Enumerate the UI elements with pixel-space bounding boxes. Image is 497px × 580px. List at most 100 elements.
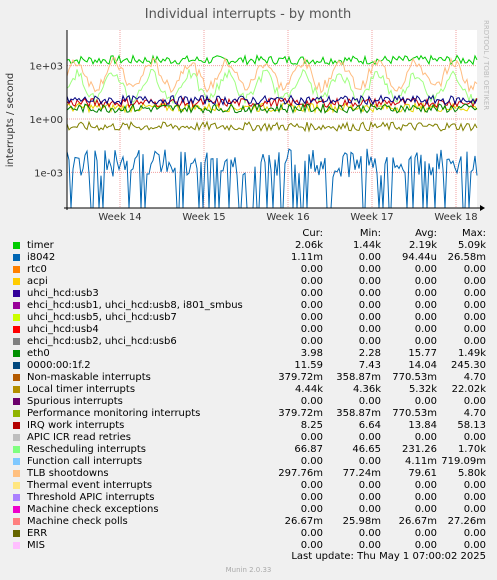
legend-max-value: 1.70k	[457, 444, 486, 455]
legend-swatch	[13, 398, 20, 405]
legend-max-value: 1.49k	[457, 348, 486, 359]
series-line	[66, 57, 478, 94]
legend-swatch	[13, 266, 20, 273]
legend-label: Thermal event interrupts	[27, 480, 153, 491]
legend-swatch	[13, 506, 20, 513]
chart-title: Individual interrupts - by month	[145, 7, 351, 22]
legend-row: 0000:00:1f.2 11.59 7.43 14.04 245.30	[0, 360, 497, 372]
x-tick-label: Week 18	[434, 212, 477, 223]
legend-cur-value: 26.67m	[284, 516, 323, 527]
legend-min-value: 0.00	[358, 264, 381, 275]
header-max: Max:	[461, 228, 486, 239]
legend-row: Local timer interrupts 4.44k 4.36k 5.32k 22.…	[0, 384, 497, 396]
legend-label: Spurious interrupts	[27, 396, 123, 407]
legend-swatch	[13, 530, 20, 537]
legend-avg-value: 0.00	[414, 432, 437, 443]
legend-row: timer 2.06k 1.44k 2.19k 5.09k	[0, 240, 497, 252]
legend-min-value: 1.44k	[352, 240, 381, 251]
legend-cur-value: 0.00	[300, 264, 323, 275]
legend-max-value: 22.02k	[451, 384, 486, 395]
y-tick-label: 1e+03	[29, 62, 63, 73]
legend-cur-value: 0.00	[300, 480, 323, 491]
legend-row: eth0 3.98 2.28 15.77 1.49k	[0, 348, 497, 360]
legend-label: i8042	[27, 252, 56, 263]
legend-label: IRQ work interrupts	[27, 420, 125, 431]
legend-row: Machine check exceptions 0.00 0.00 0.00 0.00	[0, 504, 497, 516]
legend-cur-value: 0.00	[300, 540, 323, 551]
legend-label: APIC ICR read retries	[27, 432, 131, 443]
legend-avg-value: 5.32k	[408, 384, 437, 395]
legend-cur-value: 0.00	[300, 276, 323, 287]
legend-label: timer	[27, 240, 54, 251]
legend-swatch	[13, 314, 20, 321]
legend-avg-value: 0.00	[414, 336, 437, 347]
legend-max-value: 0.00	[463, 540, 486, 551]
legend-max-value: 245.30	[451, 360, 486, 371]
legend-row: IRQ work interrupts 8.25 6.64 13.84 58.13	[0, 420, 497, 432]
legend-avg-value: 0.00	[414, 288, 437, 299]
legend-max-value: 0.00	[463, 264, 486, 275]
x-tick-label: Week 16	[266, 212, 309, 223]
legend-row: Non-maskable interrupts 379.72m 358.87m 770…	[0, 372, 497, 384]
series-line	[66, 94, 478, 106]
legend-label: uhci_hcd:usb5, uhci_hcd:usb7	[27, 312, 177, 323]
legend-label: rtc0	[27, 264, 47, 275]
legend-row: MIS 0.00 0.00 0.00 0.00	[0, 540, 497, 552]
header-min: Min:	[359, 228, 381, 239]
legend-avg-value: 94.44u	[402, 252, 437, 263]
legend-max-value: 0.00	[463, 336, 486, 347]
legend-label: uhci_hcd:usb4	[27, 324, 99, 335]
legend-cur-value: 379.72m	[278, 372, 323, 383]
legend-label: eth0	[27, 348, 50, 359]
x-tick-label: Week 14	[98, 212, 141, 223]
legend-swatch	[13, 374, 20, 381]
y-ticks: 1e+03 1e+00 1e-03	[29, 62, 63, 180]
legend-swatch	[13, 302, 20, 309]
legend-cur-value: 1.11m	[290, 252, 323, 263]
legend-min-value: 0.00	[358, 432, 381, 443]
legend-label: Threshold APIC interrupts	[27, 492, 155, 503]
legend-max-value: 0.00	[463, 432, 486, 443]
legend-cur-value: 0.00	[300, 396, 323, 407]
legend-swatch	[13, 386, 20, 393]
legend-label: acpi	[27, 276, 48, 287]
last-update: Last update: Thu May 1 07:00:02 2025	[291, 551, 486, 562]
legend-cur-value: 0.00	[300, 528, 323, 539]
legend-min-value: 358.87m	[336, 372, 381, 383]
legend-max-value: 0.00	[463, 480, 486, 491]
legend-max-value: 27.26m	[447, 516, 486, 527]
legend-min-value: 0.00	[358, 312, 381, 323]
legend-row: uhci_hcd:usb5, uhci_hcd:usb7 0.00 0.00 0.00…	[0, 312, 497, 324]
legend-avg-value: 26.67m	[398, 516, 437, 527]
legend-row: Machine check polls 26.67m 25.98m 26.67m 27.…	[0, 516, 497, 528]
legend-row: Rescheduling interrupts 66.87 46.65 231.26 1…	[0, 444, 497, 456]
legend-min-value: 25.98m	[342, 516, 381, 527]
legend-cur-value: 297.76m	[278, 468, 323, 479]
munin-version: Munin 2.0.33	[225, 566, 272, 574]
legend-max-value: 4.70	[463, 372, 486, 383]
legend-max-value: 4.70	[463, 408, 486, 419]
legend-min-value: 0.00	[358, 276, 381, 287]
legend-max-value: 26.58m	[447, 252, 486, 263]
legend-cur-value: 0.00	[300, 432, 323, 443]
legend-cur-value: 3.98	[300, 348, 323, 359]
legend-min-value: 0.00	[358, 288, 381, 299]
legend-min-value: 0.00	[358, 300, 381, 311]
legend-cur-value: 8.25	[300, 420, 323, 431]
legend-avg-value: 770.53m	[392, 408, 437, 419]
legend-max-value: 0.00	[463, 300, 486, 311]
series-line	[66, 68, 478, 106]
legend-swatch	[13, 422, 20, 429]
legend-cur-value: 0.00	[300, 492, 323, 503]
legend-cur-value: 0.00	[300, 456, 323, 467]
legend-max-value: 0.00	[463, 312, 486, 323]
legend-row: uhci_hcd:usb4 0.00 0.00 0.00 0.00	[0, 324, 497, 336]
legend-label: Performance monitoring interrupts	[27, 408, 201, 419]
legend-row: Thermal event interrupts 0.00 0.00 0.00 0.00	[0, 480, 497, 492]
legend-cur-value: 4.44k	[294, 384, 323, 395]
legend-avg-value: 770.53m	[392, 372, 437, 383]
series-line	[66, 102, 478, 115]
legend-row: uhci_hcd:usb3 0.00 0.00 0.00 0.00	[0, 288, 497, 300]
legend-cur-value: 0.00	[300, 504, 323, 515]
legend-row: Function call interrupts 0.00 0.00 4.11m 719…	[0, 456, 497, 468]
